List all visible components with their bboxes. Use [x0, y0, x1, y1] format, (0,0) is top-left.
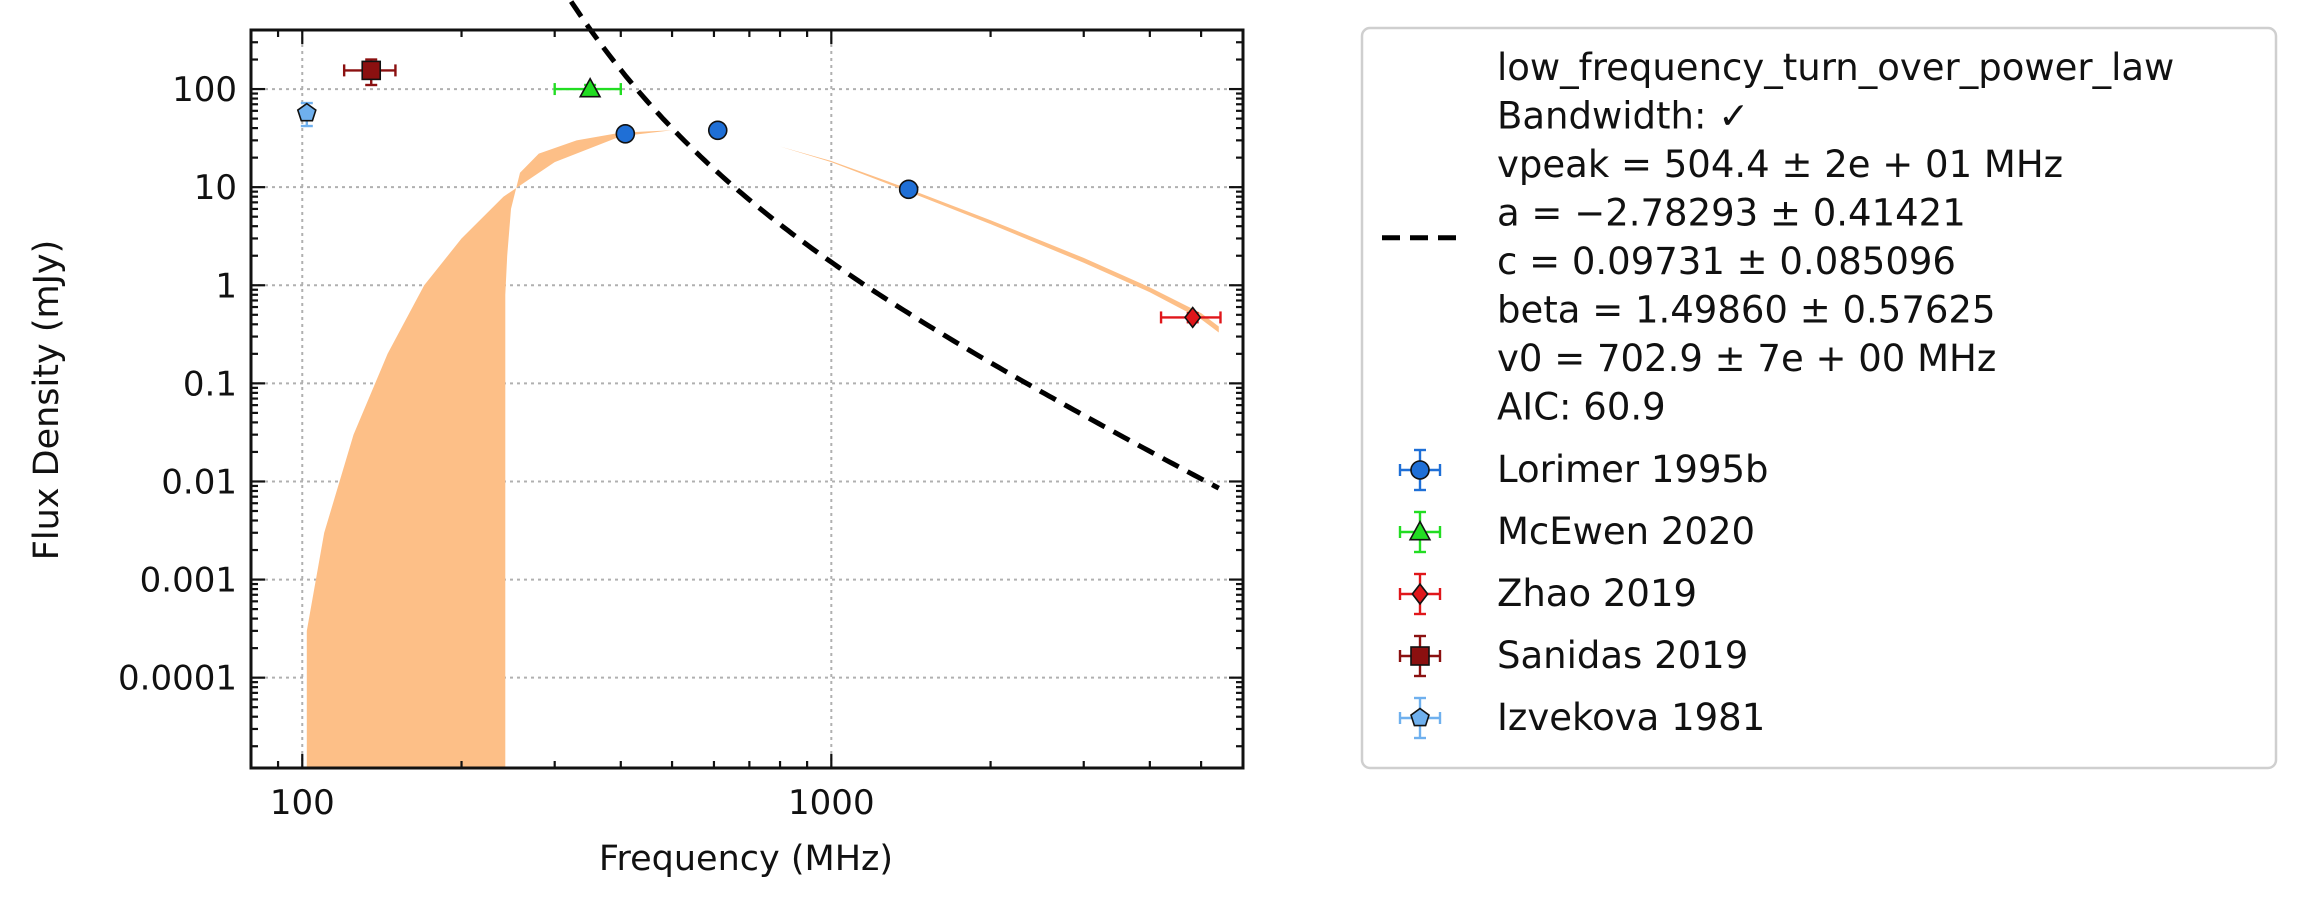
legend-fit-line: Bandwidth: ✓: [1497, 95, 1749, 138]
data-point: [615, 123, 636, 144]
fit-curve: [567, 0, 1220, 491]
legend-entry: Sanidas 2019: [1398, 634, 1748, 678]
y-tick-label: 0.01: [161, 462, 237, 502]
legend-marker: [1408, 519, 1432, 541]
legend-fit-line: vpeak = 504.4 ± 2e + 01 MHz: [1497, 143, 2063, 186]
data-point: [361, 60, 382, 81]
legend-marker: [1410, 460, 1430, 480]
legend-label: Lorimer 1995b: [1497, 448, 1769, 491]
legend-entry: Lorimer 1995b: [1398, 448, 1769, 492]
data-point: [707, 120, 728, 141]
data-point: [1184, 306, 1202, 329]
legend-fit-line: c = 0.09731 ± 0.085096: [1497, 240, 1956, 283]
legend-marker: [1410, 646, 1430, 666]
legend-fit-line: a = −2.78293 ± 0.41421: [1497, 192, 1966, 235]
series-lorimer-1995b: [615, 120, 919, 200]
y-tick-label: 0.0001: [118, 659, 237, 699]
legend-entry: Zhao 2019: [1398, 572, 1697, 616]
y-tick-label: 10: [194, 168, 237, 208]
fit-uncertainty-band: [306, 130, 1219, 769]
series-mcewen-2020: [553, 77, 622, 98]
legend: low_frequency_turn_over_power_law Bandwid…: [1360, 26, 2278, 770]
y-tick-label: 1: [215, 266, 237, 306]
legend-fit-line: beta = 1.49860 ± 0.57625: [1497, 289, 1996, 332]
legend-label: Sanidas 2019: [1497, 634, 1748, 677]
data-point: [898, 179, 919, 200]
legend-fit-line: AIC: 60.9: [1497, 386, 1666, 429]
legend-label: McEwen 2020: [1497, 510, 1755, 553]
data-point: [578, 77, 602, 98]
data-points-group: [296, 58, 1222, 329]
tick-marks: 100 1000 0.0001 0.001 0.01 0.1 1 10 100: [118, 28, 1245, 823]
legend-fit-line: low_frequency_turn_over_power_law: [1497, 46, 2174, 89]
fit-uncertainty-band-group: [306, 130, 1219, 769]
legend-entry: McEwen 2020: [1398, 510, 1755, 554]
y-tick-label: 0.1: [183, 364, 237, 404]
legend-fit-line: v0 = 702.9 ± 7e + 00 MHz: [1497, 337, 1996, 380]
x-tick-label: 100: [270, 783, 335, 823]
data-point: [296, 102, 317, 122]
legend-entry: Izvekova 1981: [1398, 696, 1765, 740]
legend-marker: [1411, 582, 1429, 606]
series-zhao-2019: [1159, 306, 1222, 329]
series-izvekova-1981: [296, 101, 317, 128]
fit-curve-group: [567, 0, 1220, 491]
legend-marker: [1410, 707, 1430, 727]
legend-box: [1360, 26, 2278, 770]
y-tick-label: 0.001: [140, 561, 237, 601]
x-axis-label: Frequency (MHz): [599, 839, 893, 879]
legend-label: Zhao 2019: [1497, 572, 1697, 615]
y-tick-label: 100: [172, 70, 237, 110]
y-axis-label: Flux Density (mJy): [27, 240, 67, 561]
x-tick-label: 1000: [788, 783, 875, 823]
grid-lines: [251, 30, 1243, 768]
legend-label: Izvekova 1981: [1497, 696, 1765, 739]
series-sanidas-2019: [342, 58, 397, 87]
